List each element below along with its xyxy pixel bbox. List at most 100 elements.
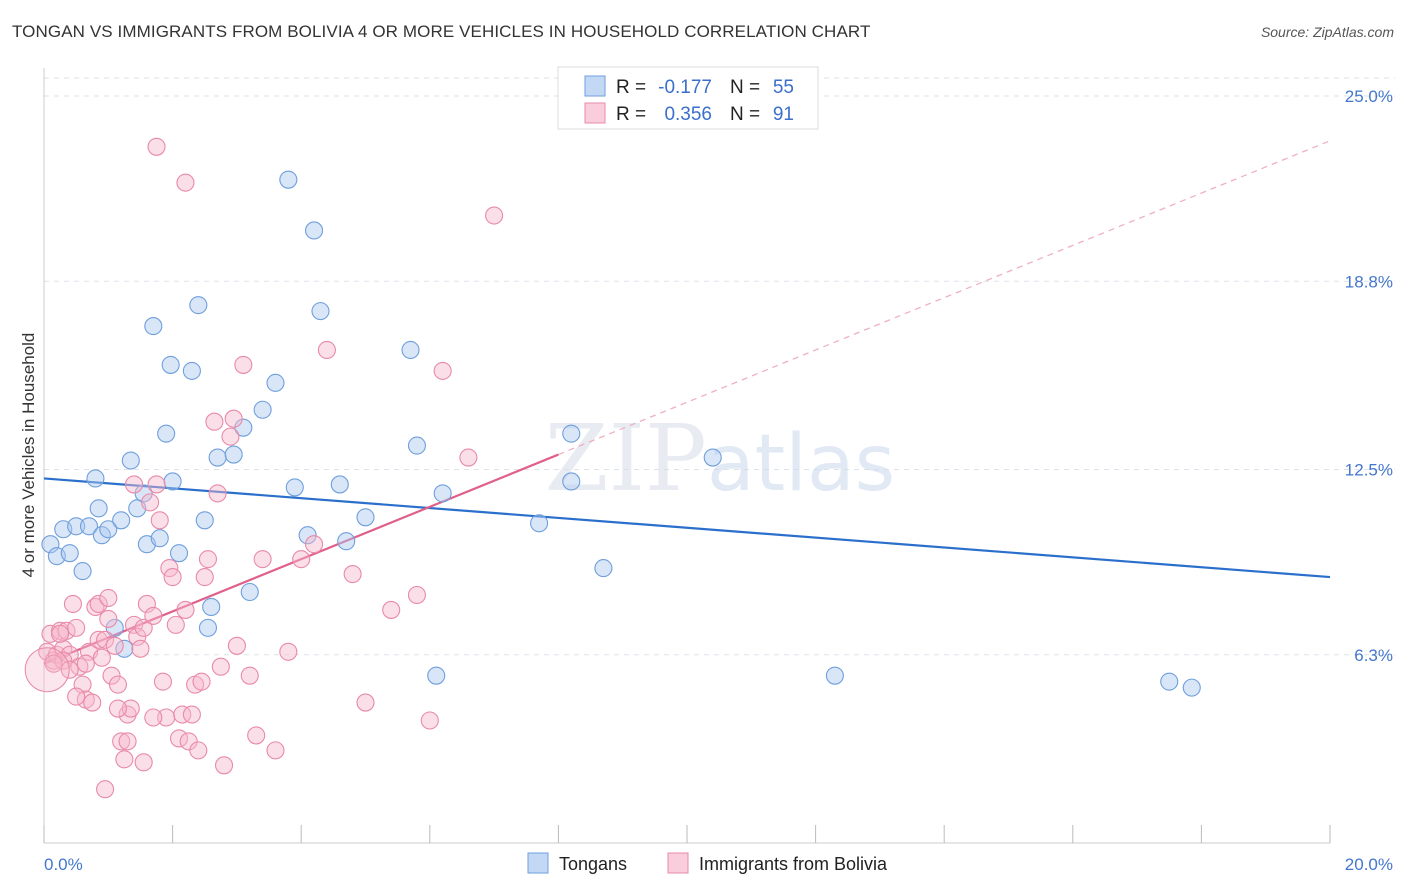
legend-box: R = -0.177 N = 55 R = 0.356 N = 91 (557, 66, 819, 130)
tongan-point (208, 448, 227, 467)
bolivia-point (83, 693, 102, 712)
bolivia-point (221, 427, 240, 446)
tongan-point (86, 469, 105, 488)
tongan-point (433, 484, 452, 503)
bolivia-point (433, 361, 452, 380)
bottom-legend-label: Immigrants from Bolivia (699, 854, 888, 874)
bolivia-point (76, 654, 95, 673)
bolivia-point (234, 355, 253, 374)
bottom-legend-swatch-bolivia (667, 852, 689, 874)
bolivia-point (44, 654, 63, 673)
tongan-point (562, 472, 581, 491)
bolivia-point (121, 699, 140, 718)
bolivia-point (134, 753, 153, 772)
trendlines (43, 140, 1331, 665)
legend-n-label: N = (730, 104, 760, 125)
bolivia-point (124, 475, 144, 494)
tongan-point (1182, 678, 1201, 697)
bolivia-trendline-extension (558, 140, 1331, 456)
tongan-point (253, 400, 272, 419)
legend-r-label: R = (616, 104, 646, 125)
bolivia-point (214, 756, 234, 775)
tongan-point (112, 511, 131, 530)
tongan-point (198, 618, 218, 637)
tongan-point (594, 559, 613, 578)
axes (43, 68, 1331, 844)
y-tick-label: 25.0% (1345, 87, 1393, 106)
tongan-point (182, 361, 201, 380)
tongan-point (121, 451, 140, 470)
bolivia-trendline (43, 453, 559, 665)
tongan-point (240, 582, 259, 602)
legend-r-value: -0.177 (658, 77, 712, 98)
bolivia-point (305, 535, 324, 554)
tongan-point (285, 478, 304, 497)
bolivia-point (144, 708, 163, 727)
tongan-point (530, 514, 549, 533)
bolivia-point (266, 741, 285, 760)
tongan-point (202, 597, 221, 616)
tongan-point (189, 296, 208, 315)
source-label: Source: ZipAtlas.com (1260, 24, 1394, 40)
bolivia-point (115, 750, 134, 769)
bolivia-point (108, 699, 127, 718)
tongan-point (825, 666, 844, 685)
bolivia-point (67, 618, 86, 637)
y-tick-label: 12.5% (1345, 461, 1393, 480)
tongan-point (163, 472, 182, 491)
bolivia-point (144, 606, 163, 625)
tongan-point (356, 508, 375, 527)
bolivia-point (63, 594, 82, 614)
tongan-point (195, 511, 214, 530)
bolivia-point (24, 647, 70, 693)
y-tick-label: 18.8% (1345, 272, 1393, 291)
x-tick-labels: 0.0% 20.0% (44, 855, 1393, 874)
y-axis-label: 4 or more Vehicles in Household (19, 333, 38, 578)
bolivia-point (89, 594, 108, 614)
bottom-legend-swatch-tongans (527, 852, 549, 874)
bolivia-point (89, 630, 108, 649)
bolivia-point (99, 609, 118, 628)
tongan-point (161, 355, 180, 374)
bolivia-point (86, 597, 105, 616)
bolivia-point (163, 568, 182, 587)
y-tick-labels: 6.3% 12.5% 18.8% 25.0% (1345, 87, 1393, 665)
bolivia-point (147, 475, 166, 494)
bolivia-point (131, 639, 150, 658)
bolivia-point (317, 340, 336, 360)
bolivia-point (356, 693, 375, 712)
bolivia-point (208, 484, 227, 503)
bolivia-point (173, 705, 192, 724)
tongan-point (407, 436, 426, 455)
x-tick-label: 0.0% (44, 855, 83, 874)
tongan-point (169, 544, 189, 563)
legend-n-value: 91 (773, 104, 794, 125)
tongan-point (144, 317, 163, 336)
x-tick-label: 20.0% (1345, 855, 1393, 874)
chart-title: TONGAN VS IMMIGRANTS FROM BOLIVIA 4 OR M… (12, 22, 871, 41)
tongan-point (330, 475, 349, 494)
legend-n-value: 55 (773, 77, 794, 98)
watermark-atlas: atlas (707, 419, 896, 509)
bolivia-point (147, 137, 166, 156)
bolivia-point (211, 657, 230, 676)
tongan-point (60, 544, 79, 563)
bolivia-point (128, 627, 147, 646)
tongan-point (73, 562, 92, 581)
watermark: ZIPatlas (545, 405, 896, 512)
tongan-point (150, 529, 169, 548)
legend-r-label: R = (616, 77, 646, 98)
bolivia-point (153, 672, 173, 691)
bolivia-point (150, 511, 169, 530)
y-tick-label: 6.3% (1354, 646, 1393, 665)
bolivia-point (96, 630, 115, 649)
bolivia-point (102, 666, 121, 685)
tongan-point (99, 520, 118, 539)
tongan-point (224, 445, 243, 464)
bolivia-point (205, 412, 224, 431)
tongan-point (401, 340, 420, 360)
bolivia-point (292, 550, 311, 569)
bolivia-point (99, 588, 118, 608)
tongan-point (311, 302, 330, 321)
tongan-point (279, 170, 298, 189)
